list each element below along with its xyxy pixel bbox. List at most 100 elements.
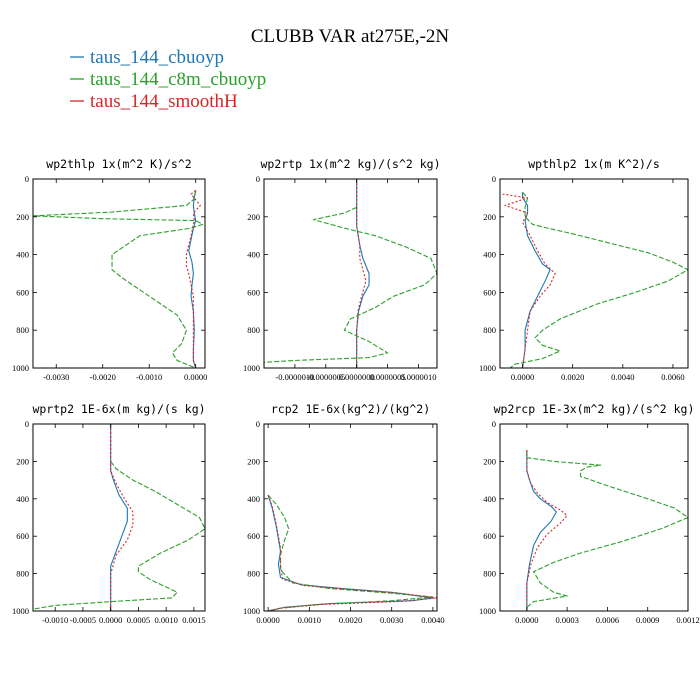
x-tick-label: -0.0020 [90,372,116,382]
panel-1: wp2thlp 1x(m^2 K)/s^2 0 200 400 600 800 1000 -0… [12,157,207,382]
y-tick-label: 400 [247,494,260,504]
panels: wp2thlp 1x(m^2 K)/s^2 0 200 400 600 800 1000 -0… [12,157,700,625]
y-tick-label: 800 [483,569,496,579]
series-line-taus-144-c8m-cbuoyp [33,190,204,368]
y-tick-label: 800 [247,569,260,579]
x-tick-label: 0.0000 [511,372,534,382]
panel-series-group [33,424,205,611]
panel-series-group [267,494,437,611]
y-tick-label: 800 [16,569,29,579]
series-line-taus-144-cbuoyp [110,424,128,611]
series-line-taus-144-smoothh [502,193,556,368]
panel-title: wprtp2 1E-6x(m kg)/(s kg) [32,402,205,416]
series-line-taus-144-c8m-cbuoyp [264,206,437,367]
x-tick-label: -0.0010 [42,615,68,625]
y-tick-label: 400 [483,494,496,504]
legend-label-smoothh: taus_144_smoothH [90,91,238,112]
y-tick-label: 1000 [12,363,29,373]
y-tick-label: 0 [256,419,260,429]
panel-title: wpthlp2 1x(m K^2)/s [528,157,660,171]
x-tick-label: -0.0000010 [275,372,314,382]
series-line-taus-144-smoothh [526,450,568,611]
y-tick-label: 200 [16,212,29,222]
y-tick-label: 600 [247,531,260,541]
x-tick-label: 0.0060 [661,372,684,382]
y-tick-label: 0 [256,174,260,184]
x-tick-label: 0.0030 [380,615,403,625]
y-tick-label: 200 [483,212,496,222]
y-tick-label: 0 [25,419,29,429]
x-tick-label: 0.0015 [182,615,205,625]
y-tick-label: 400 [247,250,260,260]
series-line-taus-144-smoothh [356,179,367,368]
y-tick-label: 0 [25,174,29,184]
x-tick-label: 0.0020 [339,615,362,625]
panel-title: wp2rcp 1E-3x(m^2 kg)/(s^2 kg) [494,402,695,416]
x-tick-label: 0.0040 [611,372,634,382]
panel-title: wp2rtp 1x(m^2 kg)/(s^2 kg) [260,157,440,171]
y-tick-label: 1000 [12,606,29,616]
y-tick-label: 400 [483,250,496,260]
series-line-taus-144-c8m-cbuoyp [33,461,205,610]
panel-frame [32,423,206,612]
y-tick-label: 200 [247,456,260,466]
series-line-taus-144-c8m-cbuoyp [526,450,688,611]
y-tick-label: 200 [483,456,496,466]
x-tick-label: -0.0030 [43,372,69,382]
panel-frame [263,178,438,369]
x-tick-label: 0.0012 [676,615,699,625]
y-tick-label: 600 [16,287,29,297]
x-tick-label: 0.0010 [298,615,321,625]
panel-series-group [33,189,204,368]
y-tick-label: 200 [16,456,29,466]
series-line-taus-144-cbuoyp [188,190,197,368]
y-tick-label: 1000 [243,363,260,373]
panel-6: wp2rcp 1E-3x(m^2 kg)/(s^2 kg) 0 200 400 600 8… [479,402,700,625]
x-tick-label: 0.0000 [515,615,538,625]
series-line-taus-144-smoothh [267,494,437,611]
y-tick-label: 600 [483,531,496,541]
y-tick-label: 800 [16,325,29,335]
panel-4: wprtp2 1E-6x(m kg)/(s kg)0 200 400 600 800 10… [12,402,206,625]
x-tick-label: 0.0006 [596,615,619,625]
legend-item-c8m-cbuoyp: taus_144_c8m_cbuoyp [70,69,266,90]
y-tick-label: 600 [247,287,260,297]
series-line-taus-144-c8m-cbuoyp [509,191,688,368]
series-line-taus-144-cbuoyp [522,192,551,368]
x-tick-label: 0.0000 [184,372,207,382]
x-tick-label: 0.0040 [421,615,444,625]
y-tick-label: 1000 [479,606,496,616]
x-tick-label: -0.0005 [70,615,96,625]
y-tick-label: 400 [16,494,29,504]
panel-series-group [502,191,688,368]
panel-title: wp2thlp 1x(m^2 K)/s^2 [46,157,191,171]
y-tick-label: 0 [492,419,496,429]
y-tick-label: 800 [483,325,496,335]
y-tick-label: 800 [247,325,260,335]
y-tick-label: 600 [483,287,496,297]
x-tick-label: 0.0020 [561,372,584,382]
series-line-taus-144-smoothh [185,189,201,368]
legend-item-smoothh: taus_144_smoothH [70,91,238,112]
y-tick-label: 0 [492,174,496,184]
x-tick-label: 0.0000 [256,615,279,625]
legend: taus_144_cbuoyp taus_144_c8m_cbuoyp taus… [70,47,266,112]
legend-label-cbuoyp: taus_144_cbuoyp [90,47,224,68]
x-tick-label: 0.0000000 [339,372,375,382]
series-line-taus-144-smoothh [110,424,134,611]
x-tick-label: 0.0003 [555,615,578,625]
x-tick-label: 0.0010 [154,615,177,625]
x-tick-label: -0.0000005 [306,372,345,382]
x-tick-label: 0.0000 [99,615,122,625]
panel-series-group [526,450,688,611]
legend-item-cbuoyp: taus_144_cbuoyp [70,47,224,68]
x-tick-label: 0.0000005 [370,372,406,382]
panel-title: rcp2 1E-6x(kg^2)/(kg^2) [271,402,430,416]
x-tick-label: 0.0009 [636,615,659,625]
y-tick-label: 1000 [243,606,260,616]
y-tick-label: 1000 [479,363,496,373]
x-tick-label: -0.0010 [136,372,162,382]
x-tick-label: 0.0005 [127,615,150,625]
